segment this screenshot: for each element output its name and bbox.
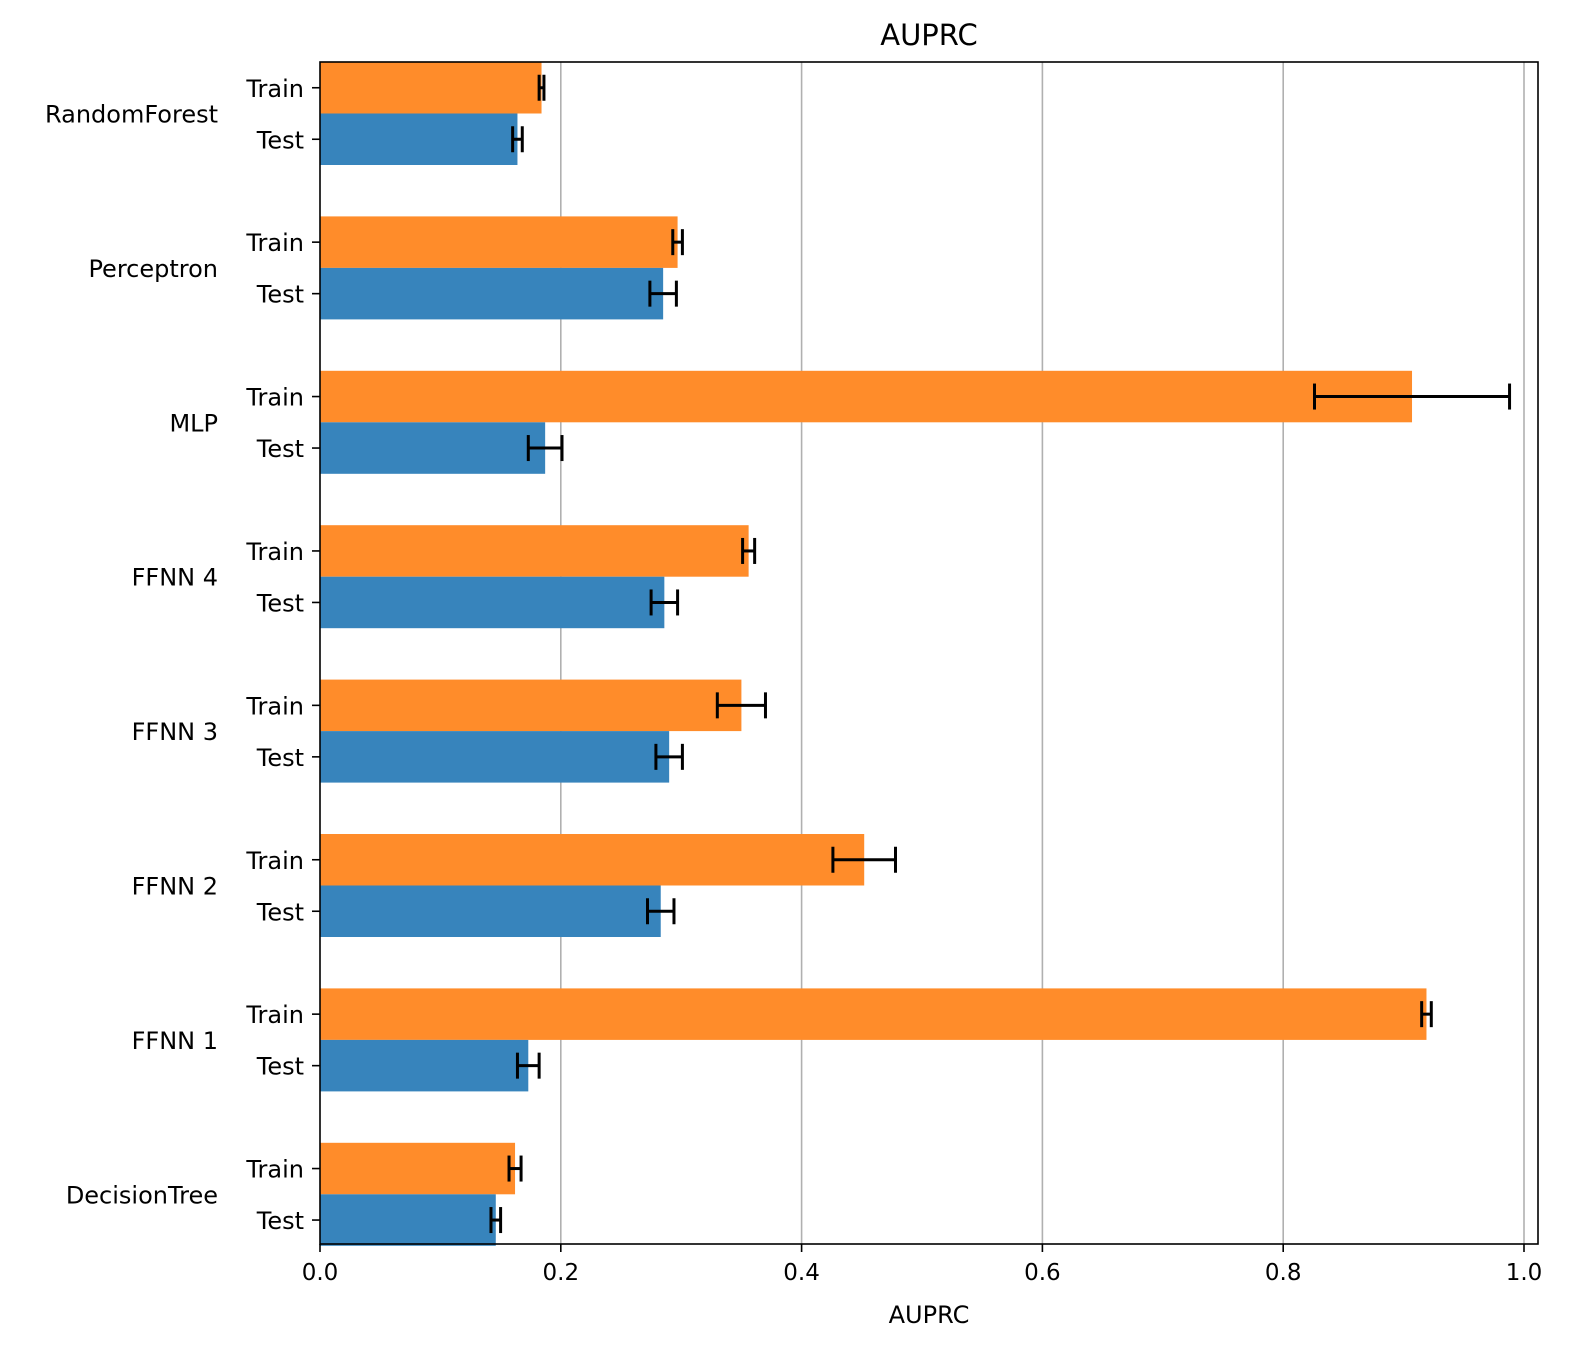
bar-test-ffnn-2 [320,885,661,937]
y-sub-label: Test [256,1053,304,1081]
y-category-label: DecisionTree [66,1181,218,1209]
bar-train-randomforest [320,62,542,114]
y-sub-label: Train [245,1001,304,1029]
bar-train-ffnn-4 [320,525,749,577]
bar-test-perceptron [320,267,664,320]
y-sub-label: Test [256,1207,304,1235]
x-tick-label: 0.6 [1024,1260,1061,1286]
y-sub-label: Test [256,589,304,617]
y-category-label: FFNN 4 [132,564,218,592]
y-sub-label: Train [245,229,304,257]
plot-frame [319,61,1539,1245]
bar-test-ffnn-4 [320,576,665,629]
y-sub-label: Train [245,847,304,875]
y-category-label: FFNN 2 [132,873,218,901]
y-sub-label: Test [256,898,304,926]
y-category-label: Perceptron [88,255,218,283]
bars [320,62,1427,1246]
grid-lines [559,62,1525,1244]
y-sub-label: Test [256,281,304,309]
x-tick-label: 0.2 [543,1260,580,1286]
x-axis-title: AUPRC [889,1301,970,1329]
bar-train-mlp [320,370,1413,423]
y-sub-label: Train [245,75,304,103]
y-sub-label: Train [245,692,304,720]
bar-test-decisiontree [320,1194,496,1246]
y-category-label: RandomForest [45,101,218,129]
y-category-label: FFNN 3 [132,718,218,746]
y-category-label: MLP [169,409,218,437]
x-tick-label: 0.4 [783,1260,820,1286]
x-tick-label: 1.0 [1506,1260,1543,1286]
chart-title: AUPRC [880,18,978,52]
bar-train-perceptron [320,216,678,268]
y-category-label: FFNN 1 [132,1027,218,1055]
bar-test-mlp [320,422,546,474]
y-sub-label: Test [256,126,304,154]
bar-test-ffnn-1 [320,1039,529,1092]
error-bars [489,74,1512,1234]
bar-train-ffnn-2 [320,834,865,886]
bar-test-randomforest [320,113,518,165]
bar-test-ffnn-3 [320,731,670,783]
axis-labels: 0.0 0.2 0.4 0.6 0.8 1.0 Train Test RandomForest T… [45,75,1542,1286]
y-sub-label: Test [256,435,304,463]
x-tick-label: 0.8 [1265,1260,1302,1286]
axis-ticks [312,86,1525,1252]
bar-train-ffnn-1 [320,988,1427,1040]
bar-train-ffnn-3 [320,679,742,732]
y-sub-label: Test [256,744,304,772]
bar-train-decisiontree [320,1142,516,1195]
x-tick-label: 0.0 [302,1260,339,1286]
y-sub-label: Train [245,538,304,566]
y-sub-label: Train [245,384,304,412]
y-sub-label: Train [245,1156,304,1184]
